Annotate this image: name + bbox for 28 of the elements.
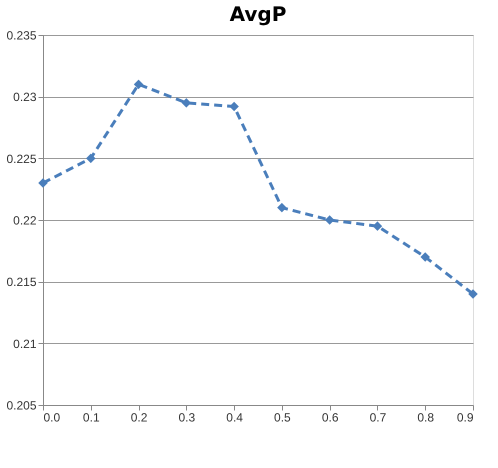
x-tick-label: 0.2: [130, 410, 148, 424]
point: [420, 252, 430, 262]
point: [38, 178, 48, 188]
x-tick-label: 0.8: [417, 410, 434, 424]
y-tick-label: 0.22: [13, 214, 37, 228]
y-tick-label: 0.235: [6, 28, 37, 42]
point: [324, 215, 334, 225]
point: [372, 221, 382, 231]
x-tick-label: 0.3: [178, 410, 196, 424]
x-tick-label: 0.5: [274, 410, 292, 424]
x-tick-label: 0.9: [456, 410, 474, 424]
x-tick-label: 0.1: [82, 410, 100, 424]
chart-title: AvgP: [230, 2, 286, 26]
y-tick-label: 0.23: [13, 90, 37, 104]
x-tick-label: 0.7: [370, 410, 387, 424]
point: [468, 289, 478, 299]
y-tick-label: 0.21: [13, 336, 37, 351]
y-tick-label: 0.205: [6, 398, 37, 412]
y-tick-label: 0.215: [6, 275, 37, 290]
x-tick-label: 0.0: [44, 410, 61, 424]
point: [134, 80, 144, 90]
point: [182, 98, 192, 108]
point: [86, 154, 96, 164]
point: [229, 102, 239, 112]
x-tick-label: 0.4: [226, 410, 244, 424]
x-tick-label: 0.6: [322, 410, 339, 424]
point: [277, 202, 287, 212]
y-tick-label: 0.225: [6, 152, 37, 166]
